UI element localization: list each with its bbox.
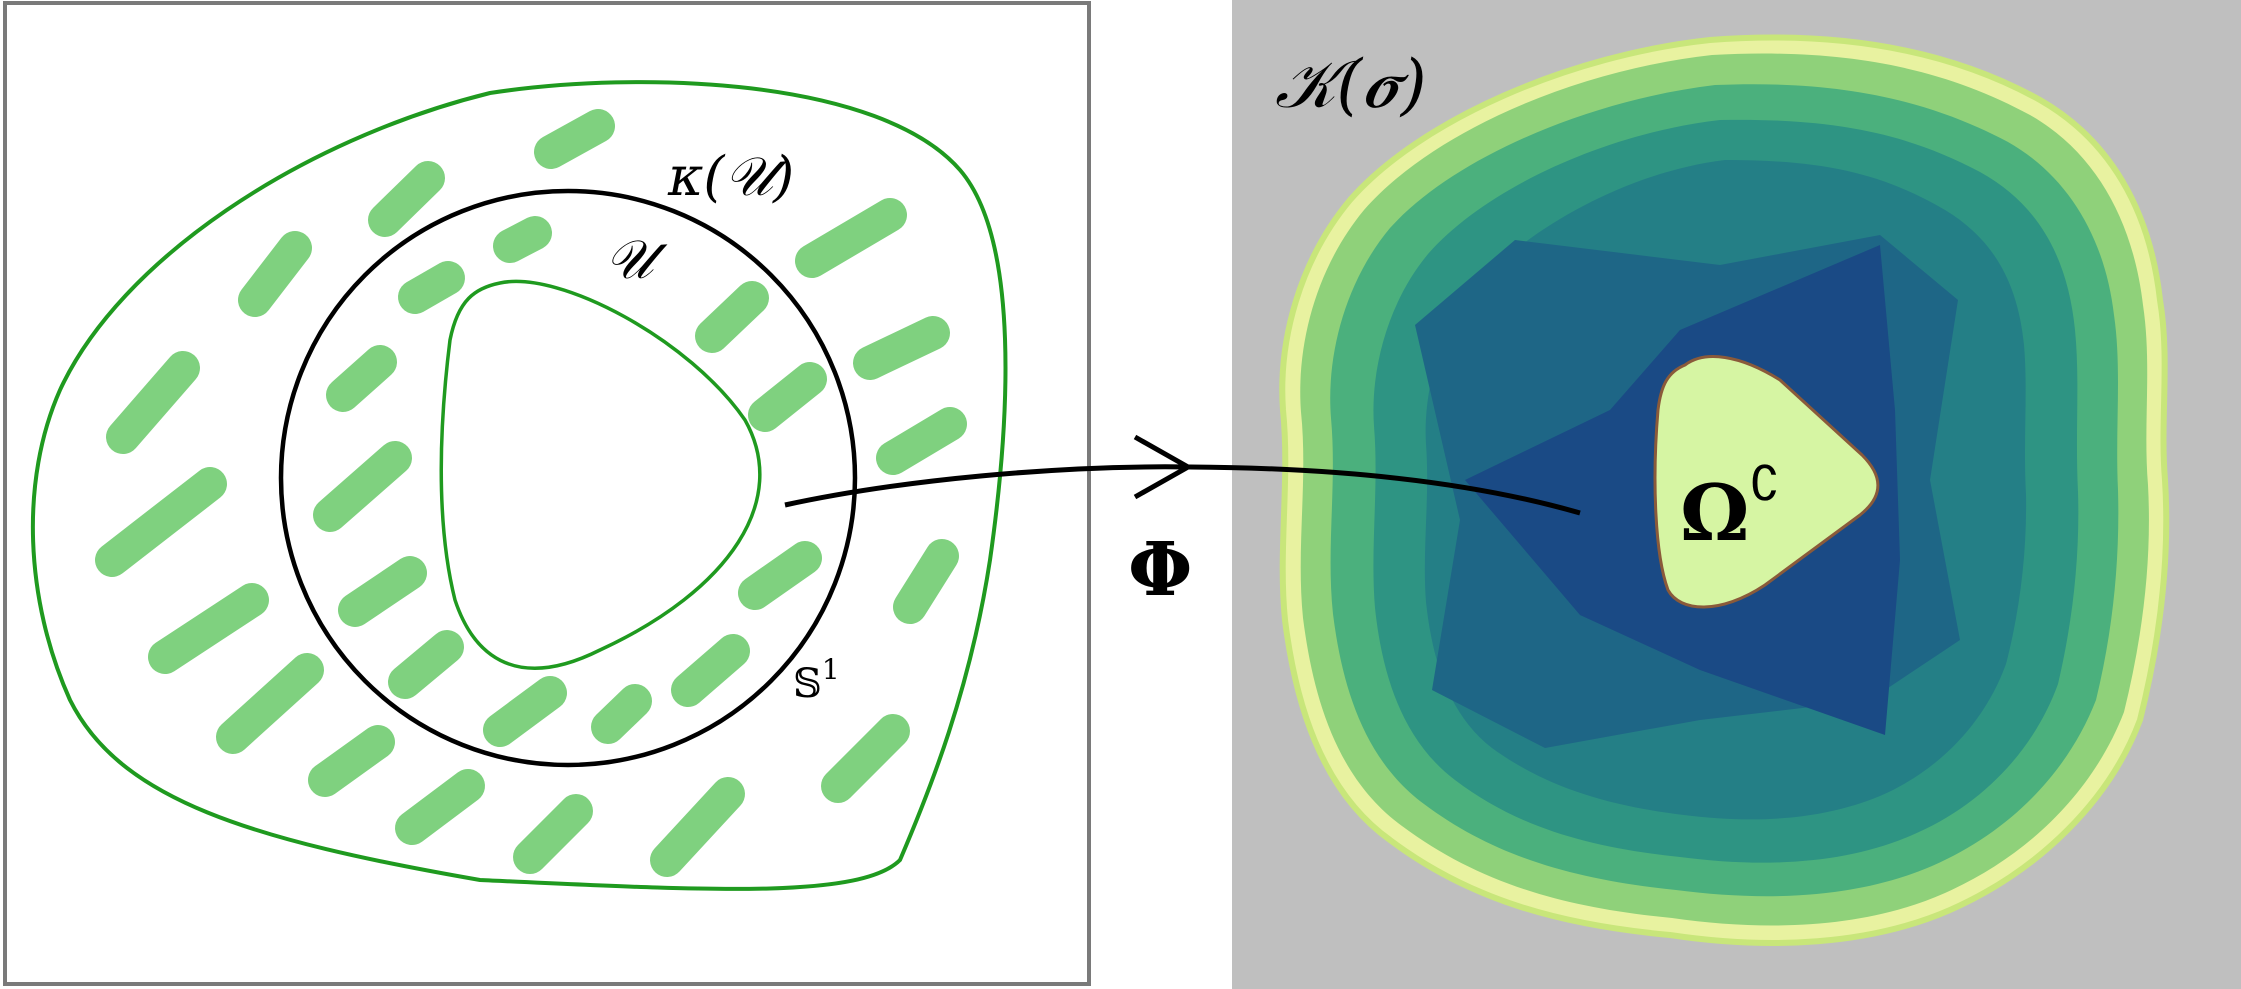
map-phi: Φ	[784, 434, 1581, 613]
dash	[238, 231, 312, 317]
dash	[821, 714, 910, 803]
label-omega-sup: ∁	[1749, 456, 1780, 512]
dash	[738, 541, 822, 610]
unit-circle-s1	[278, 188, 858, 768]
dash	[534, 109, 615, 169]
label-k-sigma: 𝒦(𝝈)	[1275, 46, 1427, 123]
dash	[106, 351, 200, 454]
dash	[853, 316, 950, 380]
dash	[95, 467, 227, 577]
omega-complement-region	[1653, 355, 1880, 609]
dash	[671, 634, 750, 707]
dash	[650, 777, 745, 877]
left-panel: κ(𝒰) 𝒰 𝕊1	[3, 1, 1091, 986]
dash	[398, 261, 465, 314]
label-s1-base: 𝕊	[793, 661, 822, 707]
outer-green-curve	[30, 80, 1008, 891]
label-omega: Ω	[1680, 468, 1749, 559]
dash	[483, 676, 567, 747]
label-s1: 𝕊1	[793, 653, 840, 707]
dash	[338, 556, 427, 627]
dash	[308, 725, 395, 797]
dash	[695, 281, 769, 353]
label-kappa-u: κ(𝒰)	[667, 145, 794, 208]
dash	[388, 630, 464, 699]
dash	[368, 161, 445, 237]
dash	[395, 769, 485, 845]
dash	[216, 653, 324, 754]
dash	[326, 345, 397, 412]
dash	[876, 407, 967, 475]
dash	[313, 441, 412, 532]
dash	[795, 198, 907, 278]
label-phi: Φ	[1128, 527, 1192, 613]
label-s1-sup: 1	[822, 653, 840, 686]
dash	[513, 794, 593, 874]
dash	[591, 684, 652, 744]
right-panel: 𝒦(𝝈) Ω∁	[1232, 0, 2241, 989]
dash	[893, 539, 959, 624]
dash	[748, 362, 827, 432]
map-phi-arrowhead	[1133, 434, 1194, 500]
dash	[148, 583, 269, 674]
inner-green-curve-u	[439, 279, 762, 670]
green-dashes	[95, 109, 967, 877]
label-omega-complement: Ω∁	[1680, 456, 1780, 559]
dash	[493, 216, 552, 263]
